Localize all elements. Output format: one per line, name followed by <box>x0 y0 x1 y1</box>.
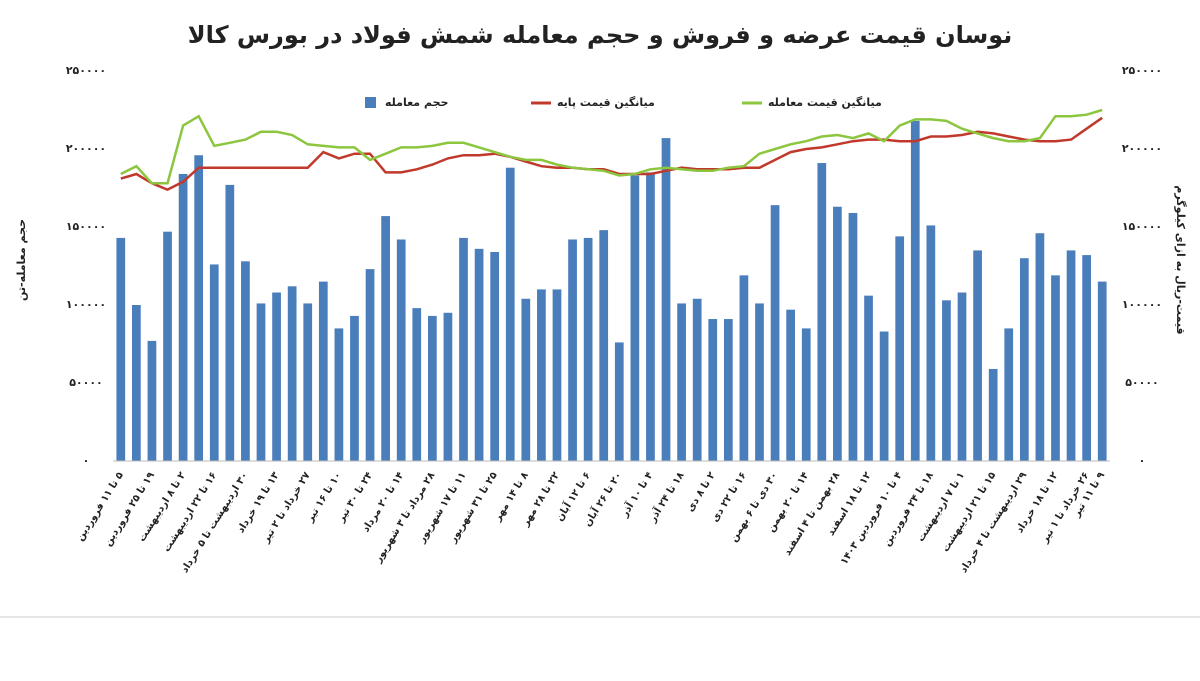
y2-axis-label: قیمت-ریال به ازای کیلوگرم <box>1174 185 1187 334</box>
y-tick-label: ۱۰۰۰۰۰ <box>66 298 106 311</box>
bar <box>490 251 500 461</box>
bar <box>287 286 297 461</box>
bar <box>427 315 437 461</box>
bar <box>163 231 172 461</box>
bar <box>178 173 188 461</box>
bar <box>848 212 858 461</box>
y2-tick-label: ۲۰۰۰۰۰ <box>1122 142 1162 155</box>
y2-tick-label: ۵۰۰۰۰ <box>1125 376 1159 389</box>
bar <box>303 303 313 461</box>
y2-tick-label: ۲۵۰۰۰۰ <box>1122 64 1162 77</box>
y2-tick-label: ۱۰۰۰۰۰ <box>1122 298 1162 311</box>
y-tick-label: ۲۵۰۰۰۰ <box>66 64 106 77</box>
bar <box>770 205 780 461</box>
bar <box>412 308 422 461</box>
bar <box>1082 255 1091 461</box>
bar <box>505 167 515 461</box>
bar <box>459 237 468 461</box>
bar <box>879 331 889 461</box>
bar <box>723 319 733 461</box>
bar <box>755 303 764 461</box>
bar <box>209 264 219 461</box>
bar <box>521 298 531 461</box>
legend-swatch <box>365 97 376 108</box>
line <box>120 108 1103 185</box>
y-tick-label: ۵۰۰۰۰ <box>69 376 103 389</box>
bar <box>583 237 593 461</box>
bar <box>1004 328 1014 461</box>
bar <box>272 292 281 461</box>
bar <box>692 298 702 461</box>
bar <box>1051 275 1060 461</box>
chart-title: نوسان قیمت عرضه و فروش و حجم معامله شمش … <box>188 21 1013 49</box>
y2-tick-label: ۰ <box>1139 454 1146 467</box>
bar <box>833 206 842 461</box>
y-tick-label: ۲۰۰۰۰۰ <box>66 142 106 155</box>
bar <box>552 289 562 461</box>
bar <box>568 239 577 461</box>
bar <box>381 216 390 461</box>
bar <box>1035 233 1045 461</box>
y-axis-label: حجم معامله-تن <box>15 219 28 301</box>
bar <box>801 328 811 461</box>
y-tick-label: ۱۵۰۰۰۰ <box>66 220 106 233</box>
bar <box>1066 250 1076 461</box>
bar <box>396 239 406 461</box>
bar <box>147 340 157 461</box>
bar <box>318 281 328 461</box>
legend-label: میانگین قیمت پایه <box>557 96 655 109</box>
y-tick-label: ۰ <box>83 454 90 467</box>
bar <box>942 300 951 461</box>
bar <box>241 261 250 461</box>
bar <box>537 289 546 461</box>
bar <box>256 303 266 461</box>
bar <box>474 248 484 461</box>
bar <box>365 269 375 461</box>
legend-label: حجم معامله <box>385 96 448 109</box>
bar <box>817 163 827 462</box>
bar <box>926 225 936 461</box>
bar <box>895 236 905 461</box>
bar <box>1019 258 1029 461</box>
bar <box>225 184 235 461</box>
bar <box>739 275 749 461</box>
bar <box>132 305 141 461</box>
bar <box>443 312 453 461</box>
legend-label: میانگین قیمت معامله <box>768 96 882 109</box>
bar <box>646 172 655 461</box>
bar <box>864 295 873 461</box>
bar <box>786 309 796 461</box>
bar <box>334 328 344 461</box>
bar <box>988 368 998 461</box>
bar <box>350 315 359 461</box>
line <box>120 116 1103 191</box>
bar <box>1097 281 1107 461</box>
bar <box>614 342 624 461</box>
bar <box>708 319 718 461</box>
bar <box>599 230 609 461</box>
bar <box>957 292 967 461</box>
bar <box>677 303 686 461</box>
bar <box>116 237 126 461</box>
bar <box>194 155 204 462</box>
bar <box>910 120 920 462</box>
y2-tick-label: ۱۵۰۰۰۰ <box>1122 220 1162 233</box>
bar <box>661 138 671 461</box>
bar <box>973 250 982 461</box>
bar <box>630 175 640 461</box>
